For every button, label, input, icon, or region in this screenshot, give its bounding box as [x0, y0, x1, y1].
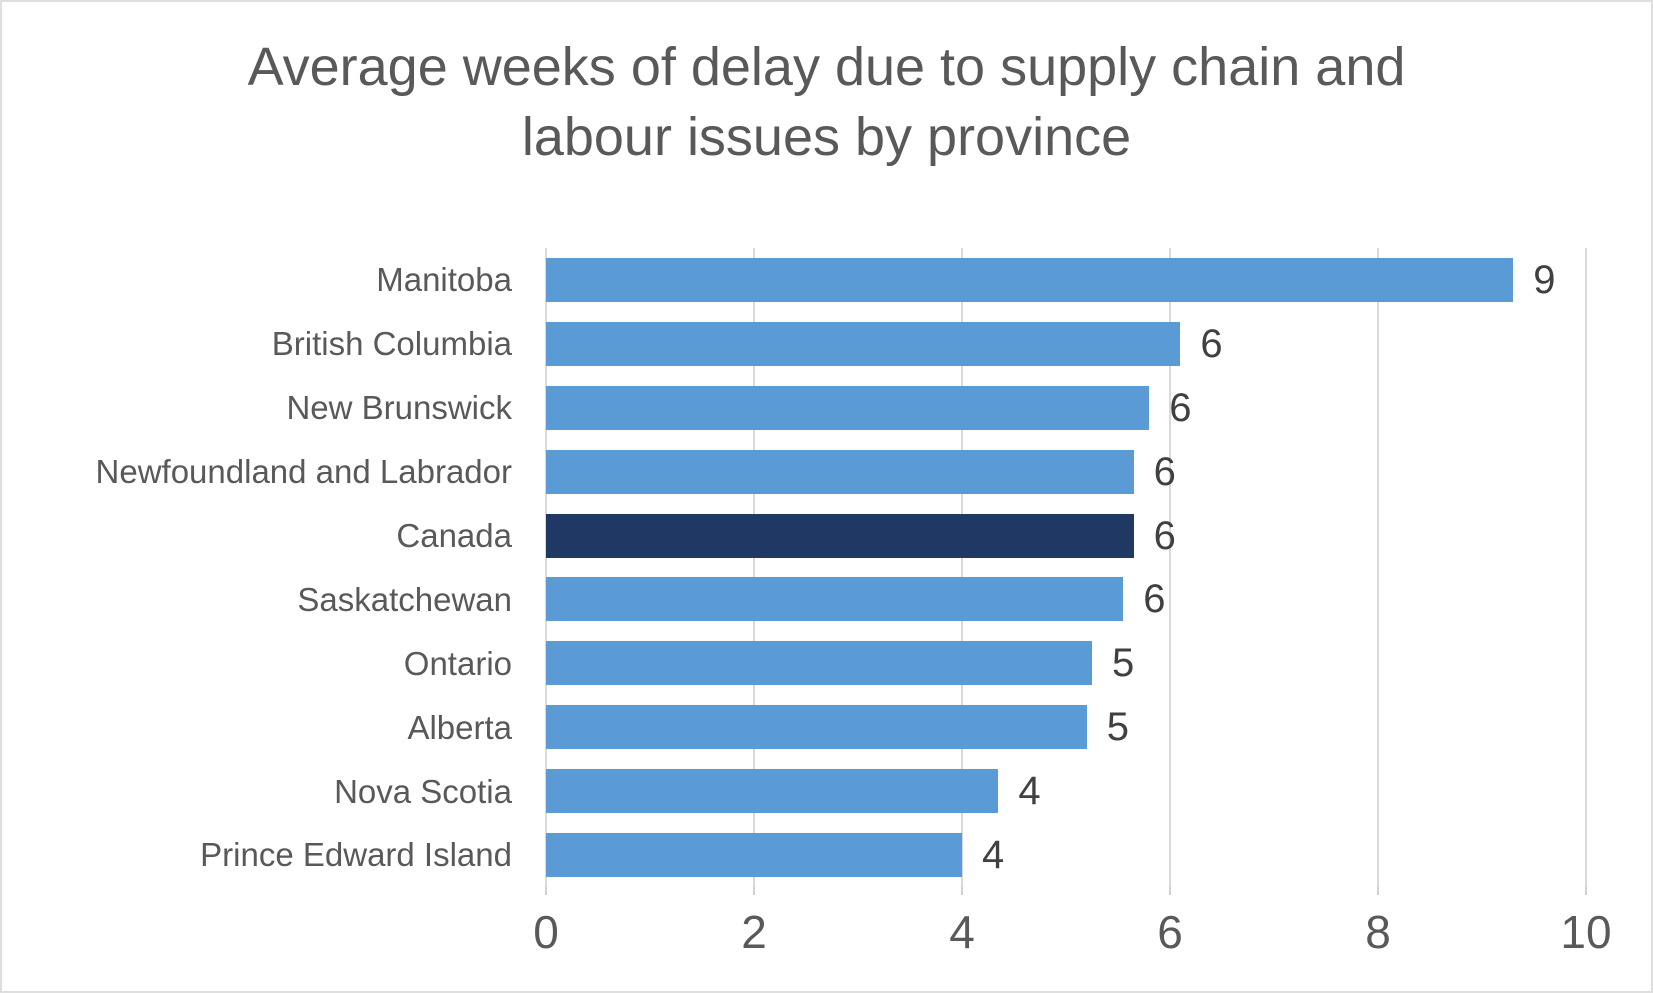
bar-saskatchewan — [546, 577, 1124, 622]
data-label-alberta: 5 — [1106, 705, 1130, 750]
bar-new-brunswick — [546, 385, 1150, 430]
axis-tick-0 — [545, 887, 547, 895]
category-row-british-columbia: British Columbia — [2, 312, 512, 376]
category-label-manitoba: Manitoba — [376, 261, 512, 299]
gridline-10 — [1585, 248, 1587, 887]
bar-row-british-columbia: 6 — [546, 312, 1586, 376]
x-axis-label-8: 8 — [1365, 906, 1391, 958]
data-label-ontario: 5 — [1112, 641, 1135, 686]
chart-title: Average weeks of delay due to supply cha… — [2, 32, 1651, 172]
data-label-newfoundland-and-labrador: 6 — [1153, 449, 1176, 494]
category-row-alberta: Alberta — [2, 695, 512, 759]
axis-tick-4 — [961, 887, 963, 895]
chart-title-line-1: Average weeks of delay due to supply cha… — [247, 37, 1406, 97]
data-label-manitoba: 9 — [1533, 257, 1556, 302]
bar-alberta — [546, 705, 1087, 750]
bar-row-newfoundland-and-labrador: 6 — [546, 440, 1586, 504]
bar-manitoba — [546, 257, 1514, 302]
category-label-british-columbia: British Columbia — [271, 325, 512, 363]
bar-row-manitoba: 9 — [546, 248, 1586, 312]
bar-canada — [546, 513, 1134, 558]
bar-row-new-brunswick: 6 — [546, 376, 1586, 440]
bar-british-columbia — [546, 321, 1181, 366]
category-label-ontario: Ontario — [403, 644, 512, 682]
category-row-saskatchewan: Saskatchewan — [2, 567, 512, 631]
category-row-new-brunswick: New Brunswick — [2, 376, 512, 440]
bar-prince-edward-island — [546, 832, 962, 877]
bar-row-canada: 6 — [546, 504, 1586, 568]
value-axis: 0 2 4 6 8 10 — [533, 906, 1611, 967]
gridline-6 — [1169, 248, 1171, 887]
bar-row-alberta: 5 — [546, 695, 1586, 759]
gridline-0 — [545, 248, 547, 887]
x-axis-label-4: 4 — [949, 906, 975, 958]
bar-newfoundland-and-labrador — [546, 449, 1134, 494]
data-label-nova-scotia: 4 — [1018, 769, 1041, 814]
bar-nova-scotia — [546, 769, 999, 814]
bar-ontario — [546, 641, 1092, 686]
category-label-prince-edward-island: Prince Edward Island — [200, 836, 512, 874]
gridline-8 — [1377, 248, 1379, 887]
data-label-saskatchewan: 6 — [1143, 577, 1166, 622]
bar-row-ontario: 5 — [546, 631, 1586, 695]
category-label-nova-scotia: Nova Scotia — [334, 772, 512, 810]
bar-row-nova-scotia: 4 — [546, 759, 1586, 823]
bar-row-prince-edward-island: 4 — [546, 823, 1586, 887]
category-row-prince-edward-island: Prince Edward Island — [2, 823, 512, 887]
bar-row-saskatchewan: 6 — [546, 567, 1586, 631]
data-label-british-columbia: 6 — [1200, 321, 1223, 366]
category-row-ontario: Ontario — [2, 631, 512, 695]
x-axis-label-10: 10 — [1560, 906, 1612, 958]
gridline-2 — [753, 248, 755, 887]
category-row-manitoba: Manitoba — [2, 248, 512, 312]
axis-tick-2 — [753, 887, 755, 895]
x-axis-label-0: 0 — [533, 906, 559, 958]
category-row-canada: Canada — [2, 504, 512, 568]
gridline-4 — [961, 248, 963, 887]
category-label-canada: Canada — [396, 517, 512, 554]
category-label-new-brunswick: New Brunswick — [286, 389, 512, 427]
category-label-alberta: Alberta — [407, 708, 512, 746]
category-axis: Manitoba British Columbia New Brunswick New… — [2, 248, 512, 887]
x-axis-label-6: 6 — [1157, 906, 1183, 958]
axis-tick-6 — [1169, 887, 1171, 895]
axis-tick-8 — [1377, 887, 1379, 895]
category-label-newfoundland-and-labrador: Newfoundland and Labrador — [95, 453, 512, 491]
category-row-newfoundland-and-labrador: Newfoundland and Labrador — [2, 440, 512, 504]
axis-tick-10 — [1585, 887, 1587, 895]
chart-title-line-2: labour issues by province — [521, 107, 1132, 168]
category-row-nova-scotia: Nova Scotia — [2, 759, 512, 823]
data-label-canada: 6 — [1153, 513, 1176, 558]
data-label-prince-edward-island: 4 — [982, 832, 1005, 877]
category-label-saskatchewan: Saskatchewan — [297, 580, 512, 618]
data-label-new-brunswick: 6 — [1169, 385, 1192, 430]
x-axis-label-2: 2 — [741, 906, 767, 958]
